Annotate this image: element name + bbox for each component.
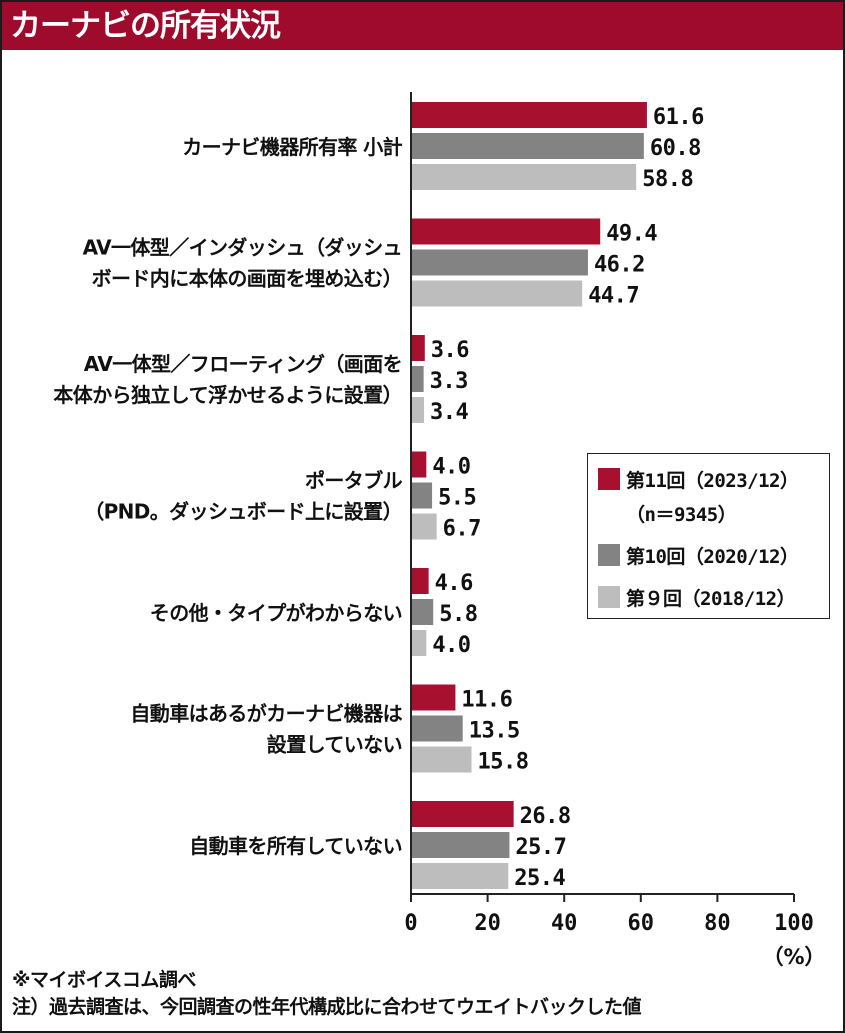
data-label: 25.7 <box>515 835 566 860</box>
data-label: 26.8 <box>520 804 571 829</box>
legend: 第11回（2023/12） （n＝9345） 第10回（2020/12） 第９回… <box>587 453 830 619</box>
legend-swatch-series-2 <box>598 544 620 566</box>
data-label: 44.7 <box>588 284 639 309</box>
bar-series-1 <box>411 568 429 594</box>
bar-series-1 <box>411 451 427 478</box>
bar-series-2 <box>411 482 433 509</box>
x-tick-label: 40 <box>551 911 578 936</box>
legend-label-series-3: 第９回（2018/12） <box>626 588 796 610</box>
category-label: 自動車を所有していない <box>189 834 402 858</box>
legend-sublabel-series-1: （n＝9345） <box>626 504 737 526</box>
bar-series-1 <box>411 335 425 361</box>
x-tick-label: 20 <box>474 911 501 936</box>
data-label: 3.4 <box>430 400 468 425</box>
category-label: ポータブル <box>305 469 403 493</box>
bar-series-1 <box>411 102 647 128</box>
legend-label-series-1: 第11回（2023/12） <box>626 470 799 492</box>
bar-series-3 <box>411 164 637 190</box>
category-label: AV一体型／フローティング（画面を <box>84 352 402 376</box>
bar-series-3 <box>411 630 427 656</box>
bar-series-2 <box>411 832 510 858</box>
data-label: 46.2 <box>594 253 645 278</box>
chart-title: カーナビの所有状況 <box>2 2 843 50</box>
category-label: 自動車はあるがカーナビ機器は <box>130 702 402 726</box>
data-label: 6.7 <box>443 517 481 542</box>
bar-series-2 <box>411 599 434 625</box>
data-label: 49.4 <box>606 222 657 247</box>
data-label: 15.8 <box>478 750 529 775</box>
x-tick-label: 80 <box>704 911 731 936</box>
data-label: 3.6 <box>431 338 469 363</box>
legend-label-series-2: 第10回（2020/12） <box>626 546 799 568</box>
x-tick-label: 100 <box>774 911 814 936</box>
bar-series-2 <box>411 366 424 392</box>
data-label: 4.0 <box>432 455 470 480</box>
bar-series-3 <box>411 746 472 773</box>
category-label: ボード内に本体の画面を埋め込む） <box>92 267 402 291</box>
legend-swatch-series-3 <box>598 586 620 608</box>
bar-series-2 <box>411 715 463 742</box>
data-label: 60.8 <box>650 136 701 161</box>
source-note: ※マイボイスコム調べ <box>12 969 196 991</box>
x-tick-label: 60 <box>628 911 655 936</box>
data-label: 3.3 <box>430 369 468 394</box>
category-label: （PND。ダッシュボード上に設置） <box>84 500 402 524</box>
data-label: 5.5 <box>438 486 476 511</box>
category-label: カーナビ機器所有率 小計 <box>182 135 402 159</box>
data-label: 4.6 <box>435 571 473 596</box>
category-label: AV一体型／インダッシュ（ダッシュ <box>83 236 402 260</box>
bar-series-3 <box>411 280 583 307</box>
data-label: 13.5 <box>469 719 520 744</box>
legend-swatch-series-1 <box>598 468 620 490</box>
bar-series-1 <box>411 218 601 245</box>
bar-series-1 <box>411 801 514 827</box>
bar-series-2 <box>411 133 644 159</box>
data-label: 4.0 <box>432 633 470 658</box>
bar-series-3 <box>411 863 509 889</box>
x-axis-unit: （%） <box>762 945 825 969</box>
category-label: 本体から独立して浮かせるように設置） <box>53 383 402 407</box>
data-label: 61.6 <box>653 105 704 130</box>
weighting-note: 注）過去調査は、今回調査の性年代構成比に合わせてウエイトバックした値 <box>12 996 642 1018</box>
data-label: 58.8 <box>642 167 693 192</box>
category-label: その他・タイプがわからない <box>150 601 402 625</box>
x-tick-label: 0 <box>404 911 417 936</box>
data-label: 5.8 <box>439 602 477 627</box>
category-label: 設置していない <box>267 733 402 757</box>
bar-series-3 <box>411 397 425 423</box>
bar-series-1 <box>411 684 456 711</box>
data-label: 25.4 <box>514 866 565 891</box>
chart-notes: ※マイボイスコム調べ 注）過去調査は、今回調査の性年代構成比に合わせてウエイトバ… <box>12 967 837 1021</box>
bar-series-3 <box>411 513 437 540</box>
bar-series-2 <box>411 249 588 276</box>
data-label: 11.6 <box>461 688 512 713</box>
